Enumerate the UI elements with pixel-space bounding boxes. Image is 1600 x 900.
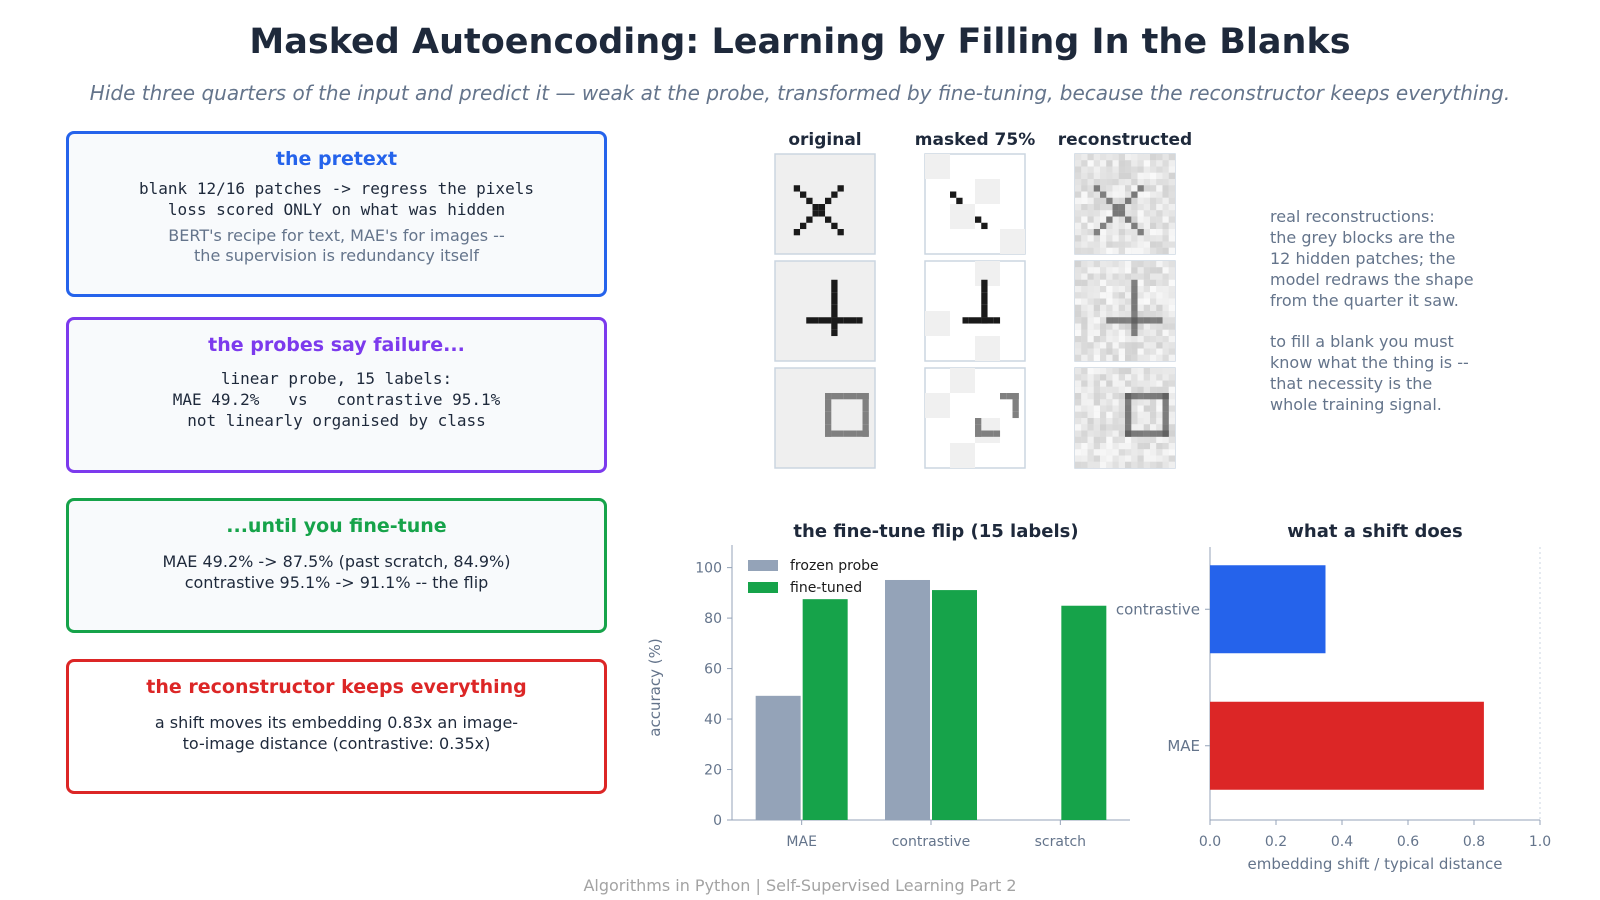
side-note-line-5: from the quarter it saw.	[1270, 291, 1459, 310]
chart1-ytick-label: 40	[704, 712, 722, 728]
chart2-xtick-label: 0.8	[1463, 834, 1485, 850]
chart1-ylabel: accuracy (%)	[646, 638, 664, 736]
chart1-ytick-label: 100	[695, 561, 722, 577]
card-probes: the probes say failure... linear probe, …	[66, 317, 607, 473]
chart1-bar-frozen-probe-contrastive	[885, 579, 930, 820]
card-pretext-line-2: loss scored ONLY on what was hidden	[167, 200, 506, 219]
side-note-line-1: real reconstructions:	[1270, 207, 1435, 226]
chart2-xtick-label: 0.4	[1331, 834, 1353, 850]
chart2-xtick-label: 0.6	[1397, 834, 1419, 850]
chart1-xtick-label: MAE	[786, 834, 817, 850]
side-note-line-9: that necessity is the	[1270, 374, 1433, 393]
chart2-ytick-label: MAE	[1167, 737, 1200, 755]
chart1-ytick-label: 60	[704, 662, 722, 678]
masked-x-shape	[924, 153, 1026, 255]
side-note-line-2: the grey blocks are the	[1270, 228, 1456, 247]
chart2-xtick-label: 1.0	[1529, 834, 1551, 850]
chart1-title: the fine-tune flip (15 labels)	[793, 521, 1078, 542]
chart1-legend-label: frozen probe	[790, 558, 879, 574]
side-note-line-7: to fill a blank you must	[1270, 332, 1454, 351]
side-note: real reconstructions: the grey blocks ar…	[1270, 206, 1590, 415]
chart2-xlabel: embedding shift / typical distance	[1248, 855, 1503, 873]
recon-col-original: original	[788, 130, 862, 150]
card-finetune-title: ...until you fine-tune	[226, 515, 447, 537]
card-pretext: the pretext blank 12/16 patches -> regre…	[66, 131, 607, 297]
chart1-legend-swatch	[748, 560, 778, 571]
masked-plus-shape	[924, 260, 1026, 362]
reconstructed-square-shape	[1074, 367, 1176, 469]
side-note-line-10: whole training signal.	[1270, 395, 1442, 414]
chart1-bar-frozen-probe-MAE	[755, 695, 801, 820]
original-plus-shape	[774, 260, 876, 362]
original-square-shape	[774, 367, 876, 469]
original-x-shape	[774, 153, 876, 255]
side-note-line-8: know what the thing is --	[1270, 353, 1469, 372]
shift-chart: what a shift does 0.0 0.2 0.4 0.6 0.8 1.0 embed…	[1116, 521, 1551, 873]
recon-col-masked: masked 75%	[914, 130, 1036, 150]
chart2-bar-MAE	[1210, 701, 1484, 790]
chart2-xtick-label: 0.0	[1199, 834, 1221, 850]
chart1-bar-fine-tuned-contrastive	[932, 590, 977, 820]
masked-square-shape	[924, 367, 1026, 469]
side-note-line-4: model redraws the shape	[1270, 270, 1474, 289]
card-pretext-note-2: the supervision is redundancy itself	[194, 246, 479, 265]
chart2-ytick-label: contrastive	[1116, 600, 1200, 618]
reconstructed-plus-shape	[1074, 260, 1176, 362]
card-reconstructor: the reconstructor keeps everything a shi…	[66, 659, 607, 794]
card-reconstructor-line-1: a shift moves its embedding 0.83x an ima…	[154, 713, 519, 732]
card-probes-title: the probes say failure...	[208, 334, 465, 356]
card-finetune: ...until you fine-tune MAE 49.2% -> 87.5…	[66, 498, 607, 633]
card-finetune-line-1: MAE 49.2% -> 87.5% (past scratch, 84.9%)	[162, 552, 511, 571]
card-reconstructor-title: the reconstructor keeps everything	[146, 676, 527, 698]
reconstructed-x-shape	[1074, 153, 1176, 255]
card-pretext-note-1: BERT's recipe for text, MAE's for images…	[168, 226, 505, 245]
chart1-ytick-label: 0	[713, 813, 722, 829]
chart1-bar-fine-tuned-MAE	[802, 599, 848, 820]
chart1-legend-label: fine-tuned	[790, 580, 862, 596]
chart1-ytick-label: 20	[704, 763, 722, 779]
card-reconstructor-line-2: to-image distance (contrastive: 0.35x)	[182, 734, 491, 753]
chart1-xtick-label: contrastive	[892, 834, 971, 850]
chart2-bar-contrastive	[1210, 565, 1326, 654]
card-pretext-line-1: blank 12/16 patches -> regress the pixel…	[139, 179, 534, 198]
page-title: Masked Autoencoding: Learning by Filling…	[249, 22, 1351, 62]
chart2-xtick-label: 0.2	[1265, 834, 1287, 850]
finetune-flip-chart: the fine-tune flip (15 labels) 0 20 40 60 80 1…	[646, 521, 1130, 850]
card-pretext-title: the pretext	[275, 148, 398, 170]
chart1-bar-fine-tuned-scratch	[1061, 605, 1107, 820]
card-probes-line-1: linear probe, 15 labels:	[220, 369, 453, 388]
card-finetune-line-2: contrastive 95.1% -> 91.1% -- the flip	[184, 573, 489, 592]
side-note-line-6	[1270, 311, 1590, 331]
side-note-line-3: 12 hidden patches; the	[1270, 249, 1456, 268]
card-probes-line-3: not linearly organised by class	[187, 411, 486, 430]
page-subtitle: Hide three quarters of the input and pre…	[89, 81, 1511, 105]
card-probes-line-2: MAE 49.2% vs contrastive 95.1%	[172, 390, 501, 409]
chart2-title: what a shift does	[1287, 521, 1462, 542]
chart1-xtick-label: scratch	[1035, 834, 1086, 850]
chart1-ytick-label: 80	[704, 611, 722, 627]
chart1-legend-swatch	[748, 582, 778, 593]
recon-col-reconstructed: reconstructed	[1057, 130, 1193, 150]
footer: Algorithms in Python | Self-Supervised L…	[583, 876, 1017, 895]
